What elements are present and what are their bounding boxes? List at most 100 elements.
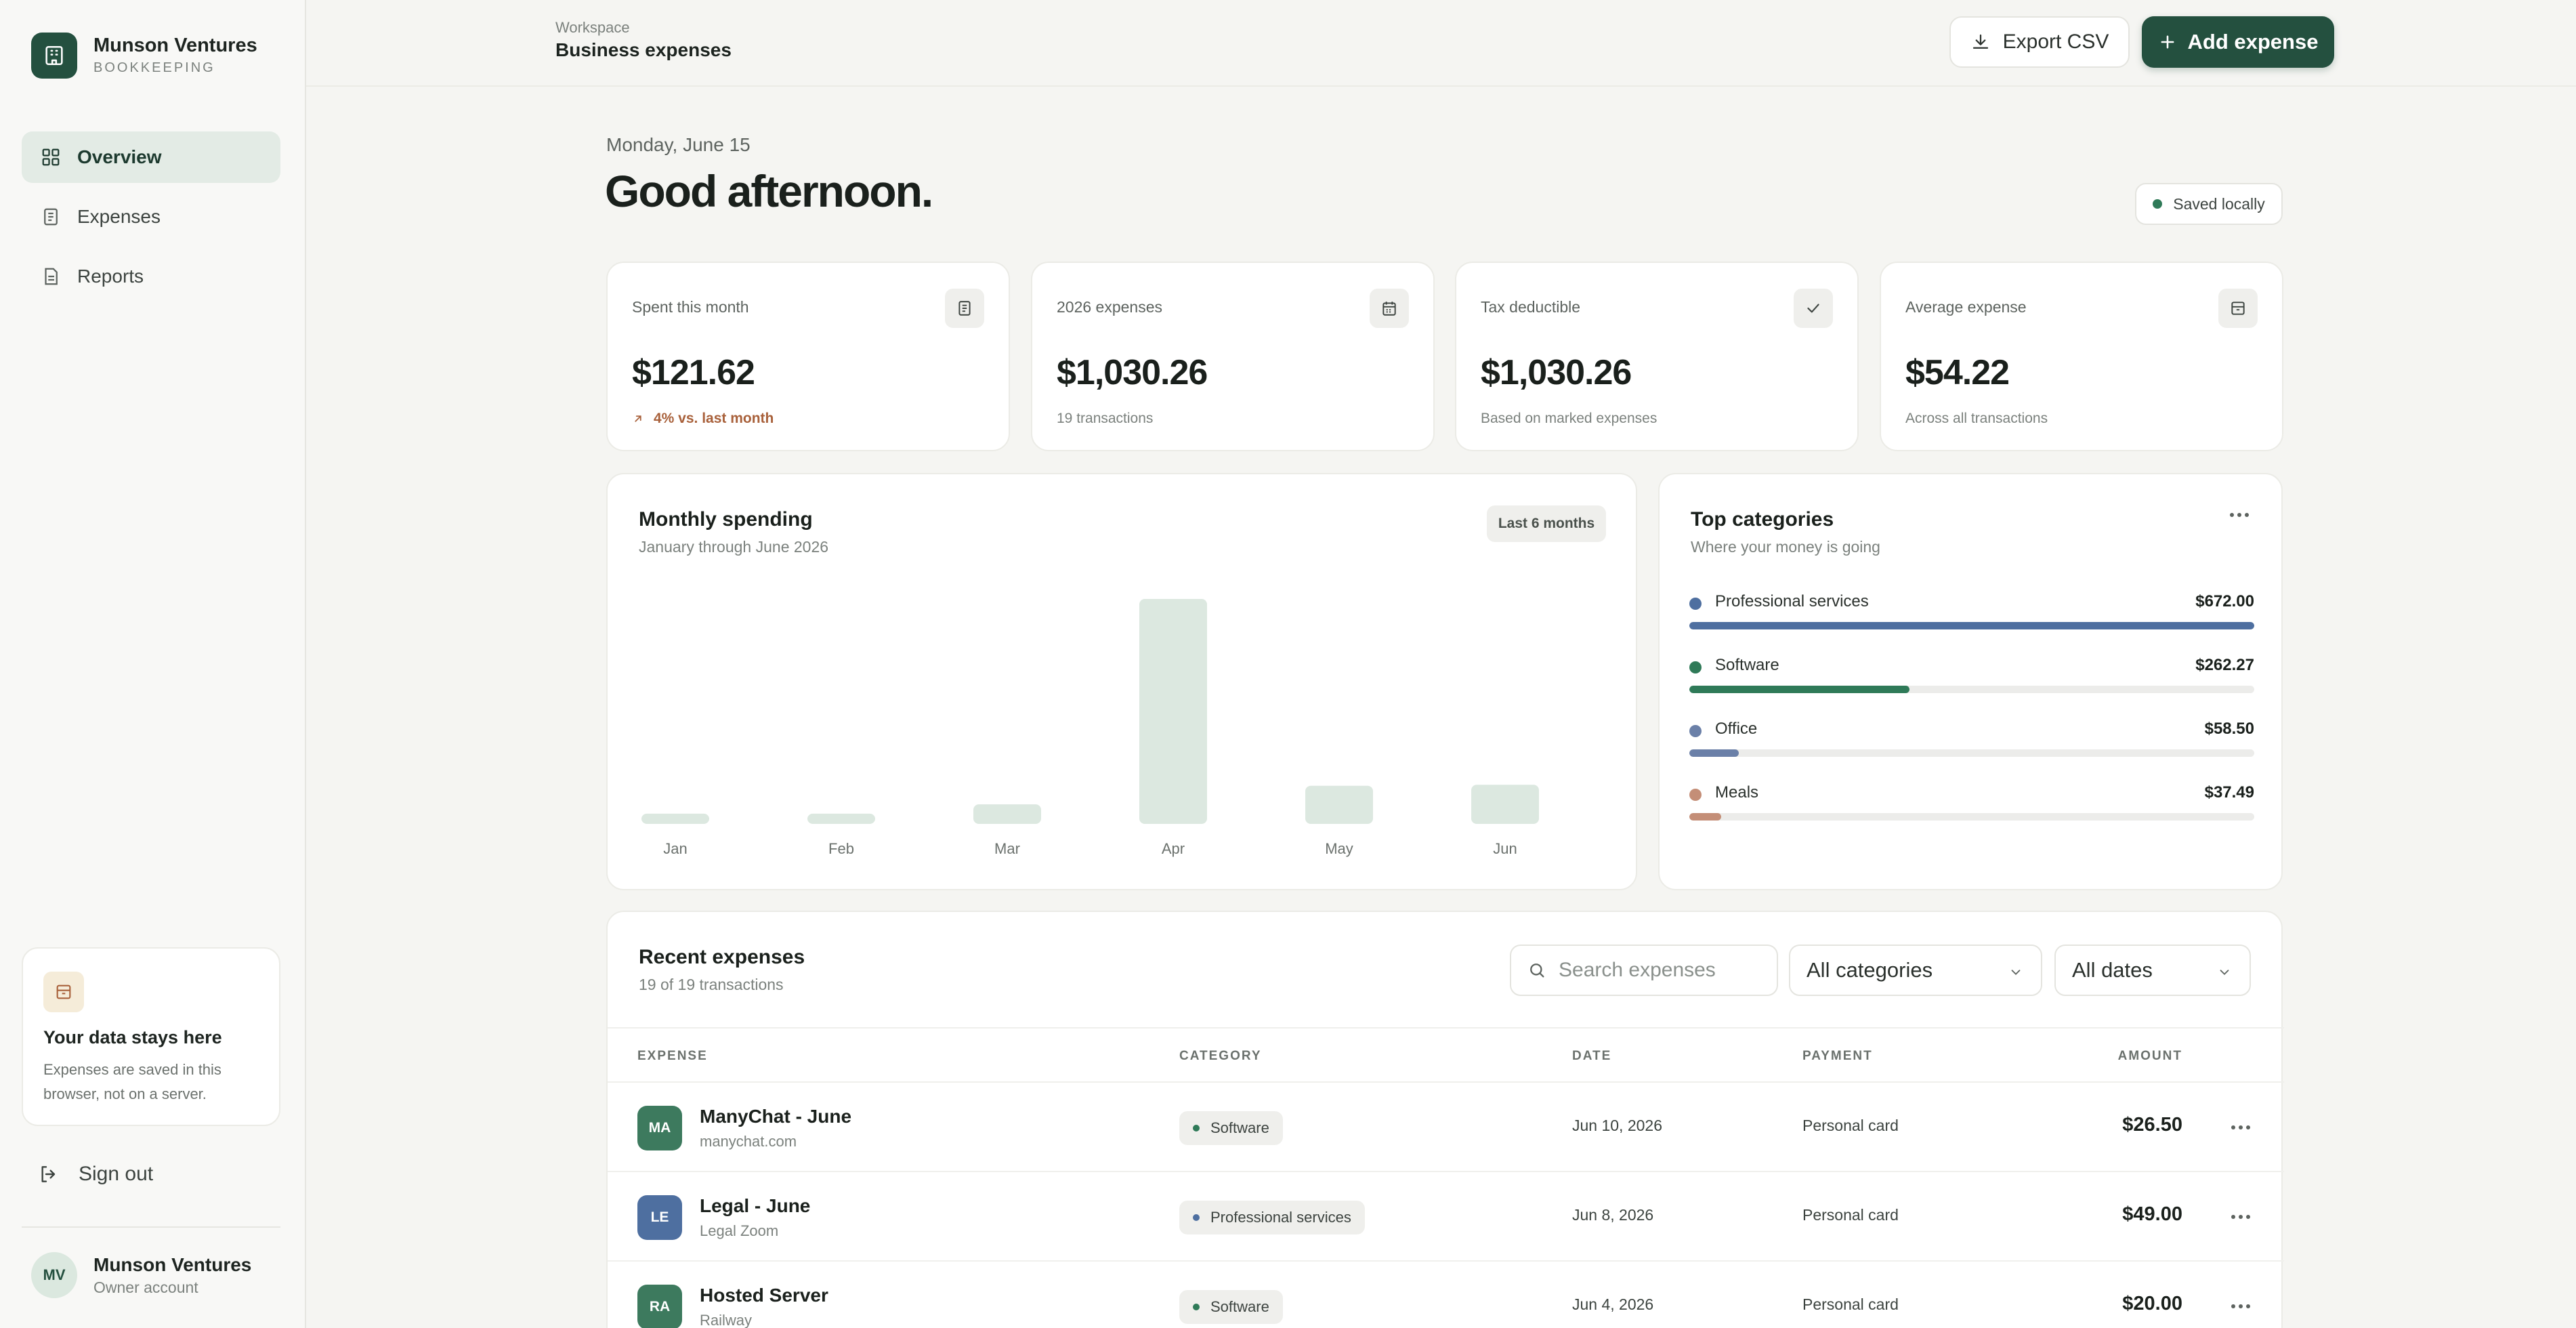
bar-apr[interactable]: [1139, 599, 1207, 824]
category-dot: [1193, 1214, 1200, 1221]
category-dot: [1193, 1304, 1200, 1310]
date-filter-value: All dates: [2072, 958, 2153, 982]
category-row[interactable]: Meals $37.49: [1689, 782, 2254, 846]
stat-value: $1,030.26: [1057, 353, 1208, 392]
bar-jan[interactable]: [641, 813, 709, 824]
category-color-dot: [1689, 598, 1702, 610]
sidebar: Munson Ventures BOOKKEEPING Overview Exp…: [0, 0, 306, 1328]
user-account[interactable]: MV Munson Ventures Owner account: [31, 1252, 251, 1298]
table-row[interactable]: LE Legal - June Legal Zoom Professional ser…: [608, 1172, 2284, 1262]
card-subtitle: Where your money is going: [1691, 538, 1880, 556]
date-filter-select[interactable]: All dates: [2054, 945, 2251, 996]
privacy-title: Your data stays here: [43, 1027, 222, 1047]
stat-trend: 4% vs. last month: [632, 411, 774, 427]
category-amount: $37.49: [2204, 783, 2254, 802]
category-progress-track: [1689, 749, 2254, 757]
export-csv-label: Export CSV: [2002, 30, 2109, 53]
user-role: Owner account: [93, 1279, 198, 1296]
category-filter-value: All categories: [1807, 958, 1933, 982]
search-icon: [1527, 961, 1546, 980]
sidebar-item-label: Expenses: [77, 206, 161, 227]
brand-name: Munson Ventures: [93, 35, 257, 56]
bar-may[interactable]: [1305, 785, 1373, 824]
category-progress-track: [1689, 813, 2254, 821]
table-row[interactable]: RA Hosted Server Railway Software Jun 4, 202…: [608, 1262, 2284, 1328]
brand-subtitle: BOOKKEEPING: [93, 60, 215, 75]
card-subtitle: January through June 2026: [639, 538, 829, 556]
category-color-dot: [1689, 789, 1702, 801]
table-row[interactable]: MA ManyChat - June manychat.com Software Jun…: [608, 1083, 2284, 1172]
table-header: EXPENSE CATEGORY DATE PAYMENT AMOUNT: [608, 1027, 2284, 1083]
row-actions-button[interactable]: [2229, 1119, 2253, 1136]
more-options-button[interactable]: [2227, 507, 2252, 523]
ellipsis-icon: [2231, 1215, 2250, 1219]
stat-footnote: Across all transactions: [1905, 411, 2048, 426]
recent-expenses-card: Recent expenses 19 of 19 transactions Al…: [606, 911, 2284, 1328]
category-list: Professional services $672.00 Software $262…: [1689, 591, 2254, 846]
range-selector[interactable]: Last 6 months: [1487, 505, 1606, 542]
category-dot: [1193, 1125, 1200, 1132]
receipt-icon: [41, 207, 61, 227]
card-subtitle: 19 of 19 transactions: [639, 976, 784, 993]
stat-label: 2026 expenses: [1057, 298, 1163, 316]
column-header-payment[interactable]: PAYMENT: [1802, 1049, 1873, 1063]
stat-card-tax-deductible: Tax deductible $1,030.26 Based on marked…: [1455, 262, 1859, 451]
category-progress-track: [1689, 686, 2254, 693]
add-expense-button[interactable]: Add expense: [2142, 16, 2334, 68]
page-title: Good afternoon.: [605, 166, 933, 216]
expense-payment: Personal card: [1802, 1295, 1899, 1313]
bar-feb[interactable]: [807, 813, 875, 824]
user-name: Munson Ventures: [93, 1254, 252, 1275]
column-header-date[interactable]: DATE: [1572, 1049, 1612, 1063]
arrow-up-right-icon: [632, 413, 644, 425]
sidebar-item-overview[interactable]: Overview: [22, 131, 280, 183]
stat-footnote: Based on marked expenses: [1481, 411, 1657, 426]
expense-name: ManyChat - June: [700, 1106, 852, 1127]
x-tick-label: Feb: [828, 840, 854, 857]
saved-status-label: Saved locally: [2173, 194, 2265, 213]
x-tick-label: Mar: [994, 840, 1020, 857]
column-header-category[interactable]: CATEGORY: [1179, 1049, 1262, 1063]
ellipsis-icon: [2231, 1304, 2250, 1308]
search-input[interactable]: [1559, 959, 1762, 982]
row-actions-button[interactable]: [2229, 1298, 2253, 1314]
category-row[interactable]: Office $58.50: [1689, 718, 2254, 782]
monthly-spending-card: Monthly spending January through June 20…: [606, 473, 1637, 890]
category-amount: $262.27: [2195, 656, 2254, 674]
row-actions-button[interactable]: [2229, 1209, 2253, 1225]
column-header-expense[interactable]: EXPENSE: [637, 1049, 708, 1063]
stat-footnote: 19 transactions: [1057, 411, 1154, 426]
plus-icon: [2158, 33, 2177, 51]
expense-amount: $26.50: [2122, 1114, 2182, 1136]
stat-trend-label: 4% vs. last month: [654, 411, 774, 426]
x-tick-label: Jan: [663, 840, 687, 857]
workspace-name: Business expenses: [555, 39, 732, 60]
expense-payment: Personal card: [1802, 1117, 1899, 1134]
add-expense-label: Add expense: [2187, 30, 2319, 54]
bar-jun[interactable]: [1471, 785, 1539, 824]
category-name: Software: [1715, 656, 1779, 674]
category-row[interactable]: Software $262.27: [1689, 655, 2254, 718]
sidebar-item-reports[interactable]: Reports: [22, 251, 280, 302]
brand[interactable]: Munson Ventures BOOKKEEPING: [31, 33, 257, 79]
category-badge-label: Software: [1210, 1119, 1269, 1136]
sidebar-divider: [22, 1226, 280, 1228]
column-header-amount[interactable]: AMOUNT: [2117, 1049, 2182, 1063]
bar-mar[interactable]: [973, 804, 1041, 824]
category-row[interactable]: Professional services $672.00: [1689, 591, 2254, 655]
category-badge: Software: [1179, 1111, 1283, 1145]
download-icon: [1970, 32, 1991, 52]
avatar: MV: [31, 1252, 77, 1298]
expense-date: Jun 8, 2026: [1572, 1206, 1654, 1224]
sidebar-item-expenses[interactable]: Expenses: [22, 191, 280, 243]
export-csv-button[interactable]: Export CSV: [1949, 16, 2130, 68]
stat-card-2026-expenses: 2026 expenses $1,030.26 19 transactions: [1031, 262, 1435, 451]
category-badge: Software: [1179, 1290, 1283, 1324]
search-field[interactable]: [1510, 945, 1778, 996]
sign-out-button[interactable]: Sign out: [38, 1163, 153, 1186]
x-tick-label: Jun: [1493, 840, 1517, 857]
category-name: Professional services: [1715, 592, 1869, 610]
card-title: Monthly spending: [639, 508, 813, 531]
category-filter-select[interactable]: All categories: [1789, 945, 2042, 996]
category-badge: Professional services: [1179, 1201, 1365, 1234]
